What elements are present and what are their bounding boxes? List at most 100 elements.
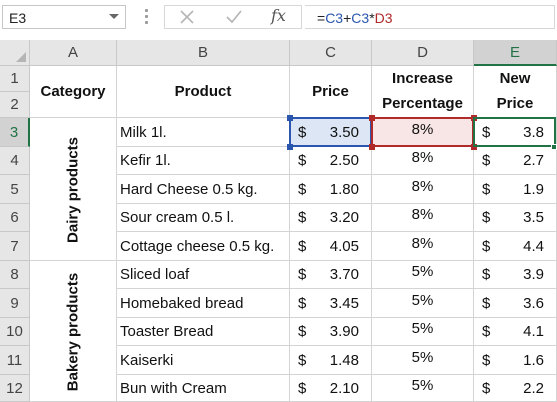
currency-symbol: $ <box>298 352 307 369</box>
currency-symbol: $ <box>482 209 491 226</box>
category-label: Bakery products <box>64 272 82 391</box>
currency-symbol: $ <box>482 380 491 397</box>
column-header-a[interactable]: A <box>30 40 117 66</box>
price-cell[interactable]: $3.45 <box>290 289 372 318</box>
name-box[interactable]: E3 <box>2 5 126 29</box>
row-header-11[interactable]: 11 <box>0 346 30 375</box>
price-value: 1.80 <box>329 181 359 198</box>
new-price-cell[interactable]: $3.6 <box>474 289 557 318</box>
chevron-down-icon[interactable] <box>109 14 119 19</box>
reference-handle[interactable] <box>471 115 477 121</box>
column-header-c[interactable]: C <box>290 40 372 66</box>
increase-cell[interactable]: 5% <box>372 318 474 346</box>
reference-handle[interactable] <box>287 144 293 150</box>
price-cell[interactable]: $3.50 <box>290 118 372 147</box>
product-cell[interactable]: Kefir 1l. <box>117 147 290 175</box>
new-price-value: 4.4 <box>523 238 544 255</box>
row-header-3[interactable]: 3 <box>0 118 30 147</box>
new-price-cell[interactable]: $3.8 <box>474 118 557 147</box>
formula-input[interactable]: =C3+C3*D3 <box>305 5 555 29</box>
new-price-cell[interactable]: $1.6 <box>474 346 557 375</box>
product-cell[interactable]: Cottage cheese 0.5 kg. <box>117 232 290 261</box>
new-price-cell[interactable]: $3.9 <box>474 261 557 289</box>
price-cell[interactable]: $3.70 <box>290 261 372 289</box>
currency-symbol: $ <box>482 152 491 169</box>
price-value: 3.45 <box>329 295 359 312</box>
price-value: 3.90 <box>329 323 359 340</box>
product-cell[interactable]: Sour cream 0.5 l. <box>117 204 290 232</box>
price-cell[interactable]: $1.80 <box>290 175 372 204</box>
increase-cell[interactable]: 8% <box>372 118 474 147</box>
row-header-6[interactable]: 6 <box>0 204 30 232</box>
product-cell[interactable]: Milk 1l. <box>117 118 290 147</box>
row-header-10[interactable]: 10 <box>0 318 30 346</box>
row-header-7[interactable]: 7 <box>0 232 30 261</box>
drag-handle-icon[interactable] <box>145 9 149 25</box>
currency-symbol: $ <box>482 266 491 283</box>
increase-cell[interactable]: 5% <box>372 346 474 375</box>
increase-cell[interactable]: 8% <box>372 147 474 175</box>
price-cell[interactable]: $2.50 <box>290 147 372 175</box>
category-cell[interactable]: Dairy products <box>30 118 117 261</box>
currency-symbol: $ <box>482 352 491 369</box>
formula-buttons <box>164 5 302 29</box>
new-price-cell[interactable]: $2.7 <box>474 147 557 175</box>
row-header-4[interactable]: 4 <box>0 147 30 175</box>
formula-token: + <box>343 10 352 26</box>
product-cell[interactable]: Sliced loaf <box>117 261 290 289</box>
reference-handle[interactable] <box>369 144 375 150</box>
row-header-1[interactable]: 1 <box>0 66 30 92</box>
increase-cell[interactable]: 5% <box>372 261 474 289</box>
header-product[interactable]: Product <box>117 66 290 118</box>
reference-handle[interactable] <box>287 115 293 121</box>
row-header-8[interactable]: 8 <box>0 261 30 289</box>
formula-token: C3 <box>325 10 344 26</box>
insert-function-button[interactable]: fx <box>271 6 286 25</box>
fill-handle[interactable] <box>551 144 557 150</box>
currency-symbol: $ <box>482 124 491 141</box>
header-increase-percentage-line2: Percentage <box>382 95 463 112</box>
row-header-9[interactable]: 9 <box>0 289 30 318</box>
row-header-12[interactable]: 12 <box>0 375 30 402</box>
price-cell[interactable]: $2.10 <box>290 375 372 402</box>
header-new-price[interactable]: New Price <box>474 66 557 118</box>
price-cell[interactable]: $3.20 <box>290 204 372 232</box>
new-price-value: 3.6 <box>523 295 544 312</box>
price-cell[interactable]: $4.05 <box>290 232 372 261</box>
reference-handle[interactable] <box>369 115 375 121</box>
product-cell[interactable]: Toaster Bread <box>117 318 290 346</box>
header-new-price-line1: New <box>499 70 531 87</box>
new-price-value: 2.7 <box>523 152 544 169</box>
header-price[interactable]: Price <box>290 66 372 118</box>
formula-token: * <box>369 10 375 26</box>
increase-cell[interactable]: 8% <box>372 175 474 204</box>
increase-cell[interactable]: 8% <box>372 232 474 261</box>
new-price-cell[interactable]: $1.9 <box>474 175 557 204</box>
column-header-d[interactable]: D <box>372 40 474 66</box>
increase-cell[interactable]: 5% <box>372 289 474 318</box>
new-price-cell[interactable]: $2.2 <box>474 375 557 402</box>
increase-cell[interactable]: 8% <box>372 204 474 232</box>
new-price-cell[interactable]: $3.5 <box>474 204 557 232</box>
check-icon[interactable] <box>226 10 242 24</box>
header-category[interactable]: Category <box>30 66 117 118</box>
new-price-cell[interactable]: $4.1 <box>474 318 557 346</box>
select-all-button[interactable] <box>0 40 30 66</box>
row-header-5[interactable]: 5 <box>0 175 30 204</box>
category-cell[interactable]: Bakery products <box>30 261 117 402</box>
reference-handle[interactable] <box>471 144 477 150</box>
price-cell[interactable]: $3.90 <box>290 318 372 346</box>
new-price-cell[interactable]: $4.4 <box>474 232 557 261</box>
product-cell[interactable]: Bun with Cream <box>117 375 290 402</box>
row-header-2[interactable]: 2 <box>0 92 30 118</box>
header-increase-percentage[interactable]: Increase Percentage <box>372 66 474 118</box>
column-header-b[interactable]: B <box>117 40 290 66</box>
product-cell[interactable]: Kaiserki <box>117 346 290 375</box>
product-cell[interactable]: Homebaked bread <box>117 289 290 318</box>
product-cell[interactable]: Hard Cheese 0.5 kg. <box>117 175 290 204</box>
price-value: 3.50 <box>329 124 359 141</box>
close-icon[interactable] <box>180 10 194 24</box>
column-header-e[interactable]: E <box>474 40 557 66</box>
price-cell[interactable]: $1.48 <box>290 346 372 375</box>
increase-cell[interactable]: 5% <box>372 375 474 402</box>
